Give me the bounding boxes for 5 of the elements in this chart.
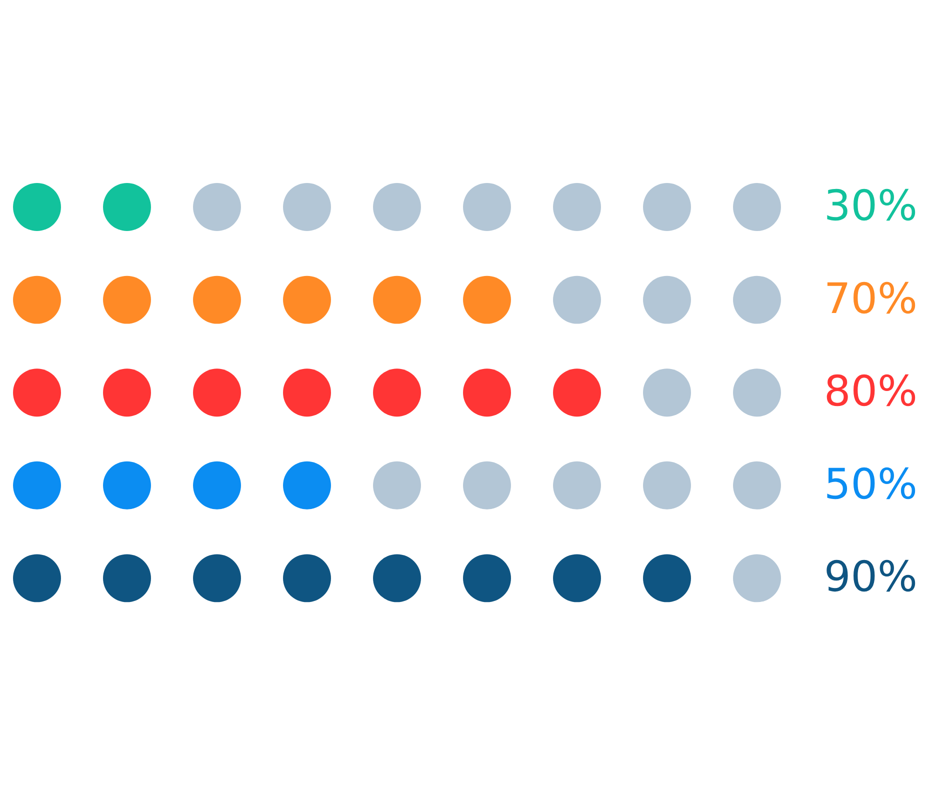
data-label: 50%: [824, 459, 918, 508]
data-label: 70%: [824, 274, 918, 323]
data-label: 90%: [824, 552, 918, 602]
data-label: 80%: [824, 366, 918, 416]
data-label: 30%: [824, 181, 918, 230]
